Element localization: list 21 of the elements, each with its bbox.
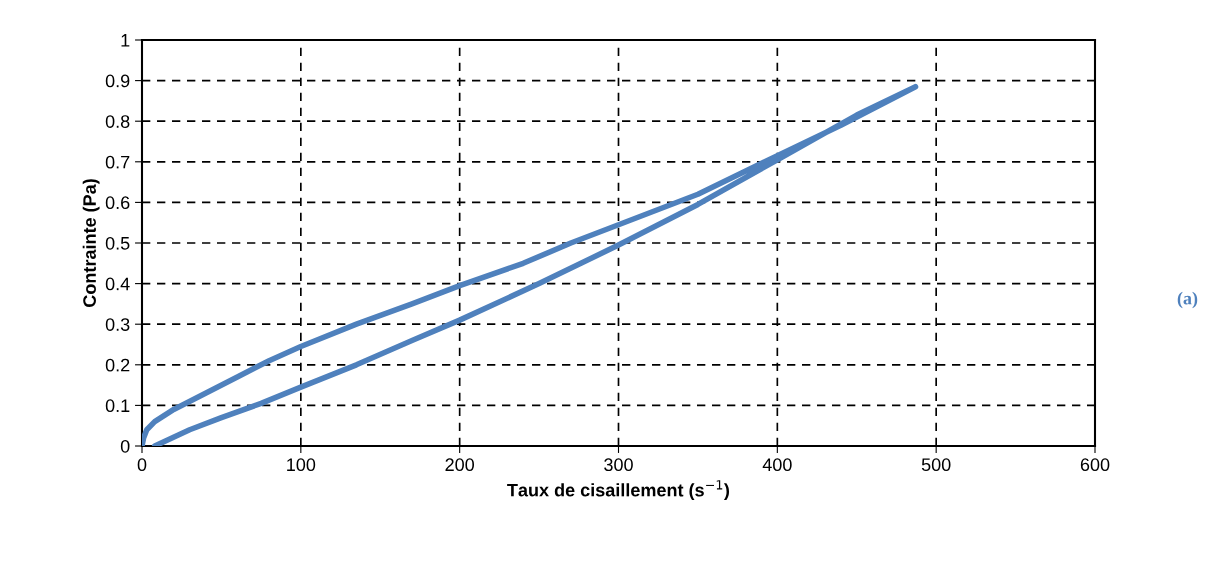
y-tick-label: 0.4 (105, 277, 130, 291)
x-tick-label: 500 (921, 458, 951, 472)
y-axis-title: Contrainte (Pa) (82, 179, 100, 307)
x-tick-label: 200 (445, 458, 475, 472)
x-tick-label: 0 (137, 458, 147, 472)
y-tick-label: 0.8 (105, 115, 130, 128)
x-tick-label: 300 (604, 458, 633, 472)
y-tick-label: 0.7 (105, 155, 130, 169)
x-tick-label: 400 (762, 458, 792, 472)
y-tick-label: 0.2 (105, 358, 130, 372)
x-tick-label: 100 (287, 458, 316, 472)
y-tick-label: 0.5 (105, 236, 130, 250)
x-axis-title: Taux de cisaillement (s$^{−1}$) (507, 480, 730, 501)
x-tick-label: 600 (1080, 458, 1110, 472)
y-tick-label: 0.9 (105, 74, 130, 88)
y-tick-label: 0.3 (105, 318, 130, 331)
y-tick-label: 0.6 (105, 196, 130, 210)
y-tick-label: 0 (120, 439, 130, 453)
y-tick-label: 1 (121, 34, 130, 47)
y-tick-label: 0.1 (105, 399, 130, 413)
text: (a) (1177, 291, 1198, 309)
